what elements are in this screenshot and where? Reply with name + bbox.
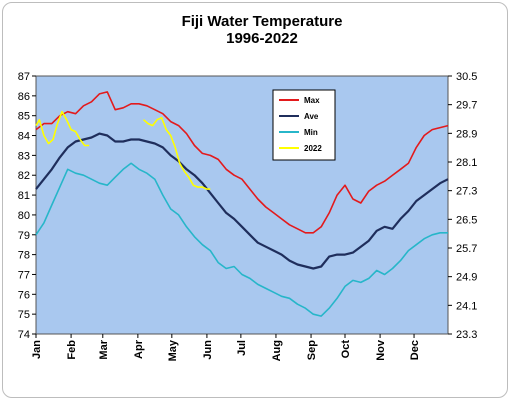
series-line-max	[35, 91, 449, 234]
y-left-tick-label: 77	[18, 269, 30, 281]
x-tick-label: Jan	[31, 340, 43, 359]
y-left-tick-label: 81	[18, 190, 30, 202]
y-left-tick-label: 83	[18, 150, 30, 162]
chart-title: Fiji Water Temperature	[182, 13, 343, 30]
y-left-tick-label: 85	[18, 111, 30, 123]
y-right-tick-label: 30.5	[456, 71, 477, 83]
y-right-tick-label: 25.7	[456, 243, 477, 255]
y-right-tick-label: 28.1	[456, 157, 477, 169]
y-right-tick-label: 23.3	[456, 329, 477, 341]
y-left-tick-label: 86	[18, 91, 30, 103]
x-tick-label: Dec	[409, 340, 421, 360]
x-tick-label: Oct	[340, 340, 352, 359]
y-left-tick-label: 82	[18, 170, 30, 182]
x-tick-label: Apr	[133, 339, 145, 359]
legend-label-max: Max	[304, 96, 320, 105]
y-axis-left: 74 75 76 77 78 79 80 81 82 83 84 85 86 87	[18, 71, 36, 341]
chart-subtitle: 1996-2022	[226, 30, 298, 47]
series-line-ave	[35, 132, 449, 270]
x-tick-label: Feb	[66, 340, 78, 360]
series-line-2022	[142, 116, 211, 190]
legend-items: Max Ave Min 2022	[279, 96, 322, 153]
x-tick-label: Jun	[202, 340, 214, 360]
y-left-tick-label: 87	[18, 71, 30, 83]
y-left-tick-label: 78	[18, 250, 30, 262]
x-tick-label: May	[167, 339, 179, 361]
series-layer	[35, 91, 449, 317]
x-axis: Jan Feb Mar Apr May Jun Jul Aug Sep Oct Nov Dec	[31, 334, 421, 361]
legend: Max Ave Min 2022	[272, 89, 336, 161]
y-right-tick-label: 24.9	[456, 272, 477, 284]
y-right-tick-label: 27.3	[456, 186, 477, 198]
y-right-tick-label: 24.1	[456, 300, 477, 312]
x-tick-label: Sep	[306, 340, 318, 360]
y-right-tick-label: 28.9	[456, 128, 477, 140]
y-right-tick-label: 26.5	[456, 214, 477, 226]
legend-label-min: Min	[304, 128, 318, 137]
series-line-min	[35, 162, 448, 317]
y-left-tick-label: 80	[18, 210, 30, 222]
y-right-tick-label: 29.7	[456, 100, 477, 112]
y-left-tick-label: 79	[18, 230, 30, 242]
legend-label-ave: Ave	[304, 112, 319, 121]
series-line-2022	[35, 110, 90, 147]
x-tick-label: Jul	[236, 340, 248, 356]
x-tick-label: Nov	[375, 339, 387, 361]
y-left-tick-label: 74	[18, 329, 30, 341]
y-left-tick-label: 84	[18, 131, 30, 143]
y-left-tick-label: 75	[18, 309, 30, 321]
legend-label-2022: 2022	[304, 144, 322, 153]
x-tick-label: Aug	[271, 340, 283, 361]
x-tick-label: Mar	[98, 339, 110, 359]
plot-area	[35, 75, 449, 335]
y-left-tick-label: 76	[18, 289, 30, 301]
y-axis-right: 23.3 24.1 24.9 25.7 26.5 27.3 28.1 28.9 29.7 30.5	[448, 71, 477, 341]
